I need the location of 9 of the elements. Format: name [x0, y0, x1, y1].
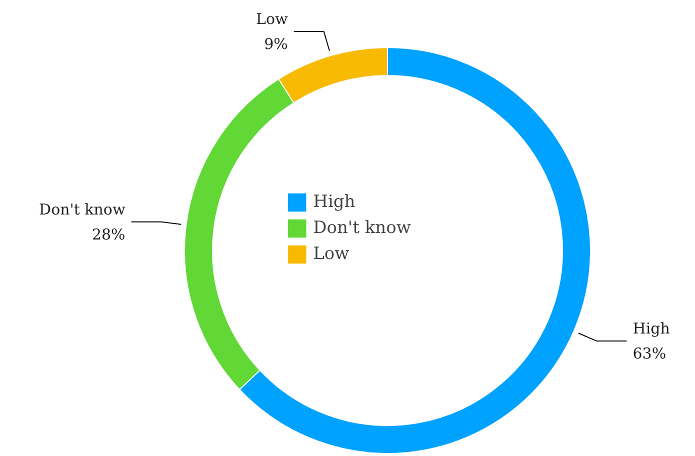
data-label: 28%: [92, 226, 126, 244]
slice-label: High: [632, 319, 670, 338]
slice-label: Low: [256, 10, 288, 28]
legend-label: High: [313, 192, 356, 212]
data-label: 9%: [264, 35, 288, 54]
legend-label: Low: [313, 244, 350, 264]
slice-label: Don't know: [39, 200, 126, 218]
data-label: 63%: [632, 344, 666, 363]
legend-label: Don't know: [313, 218, 411, 238]
